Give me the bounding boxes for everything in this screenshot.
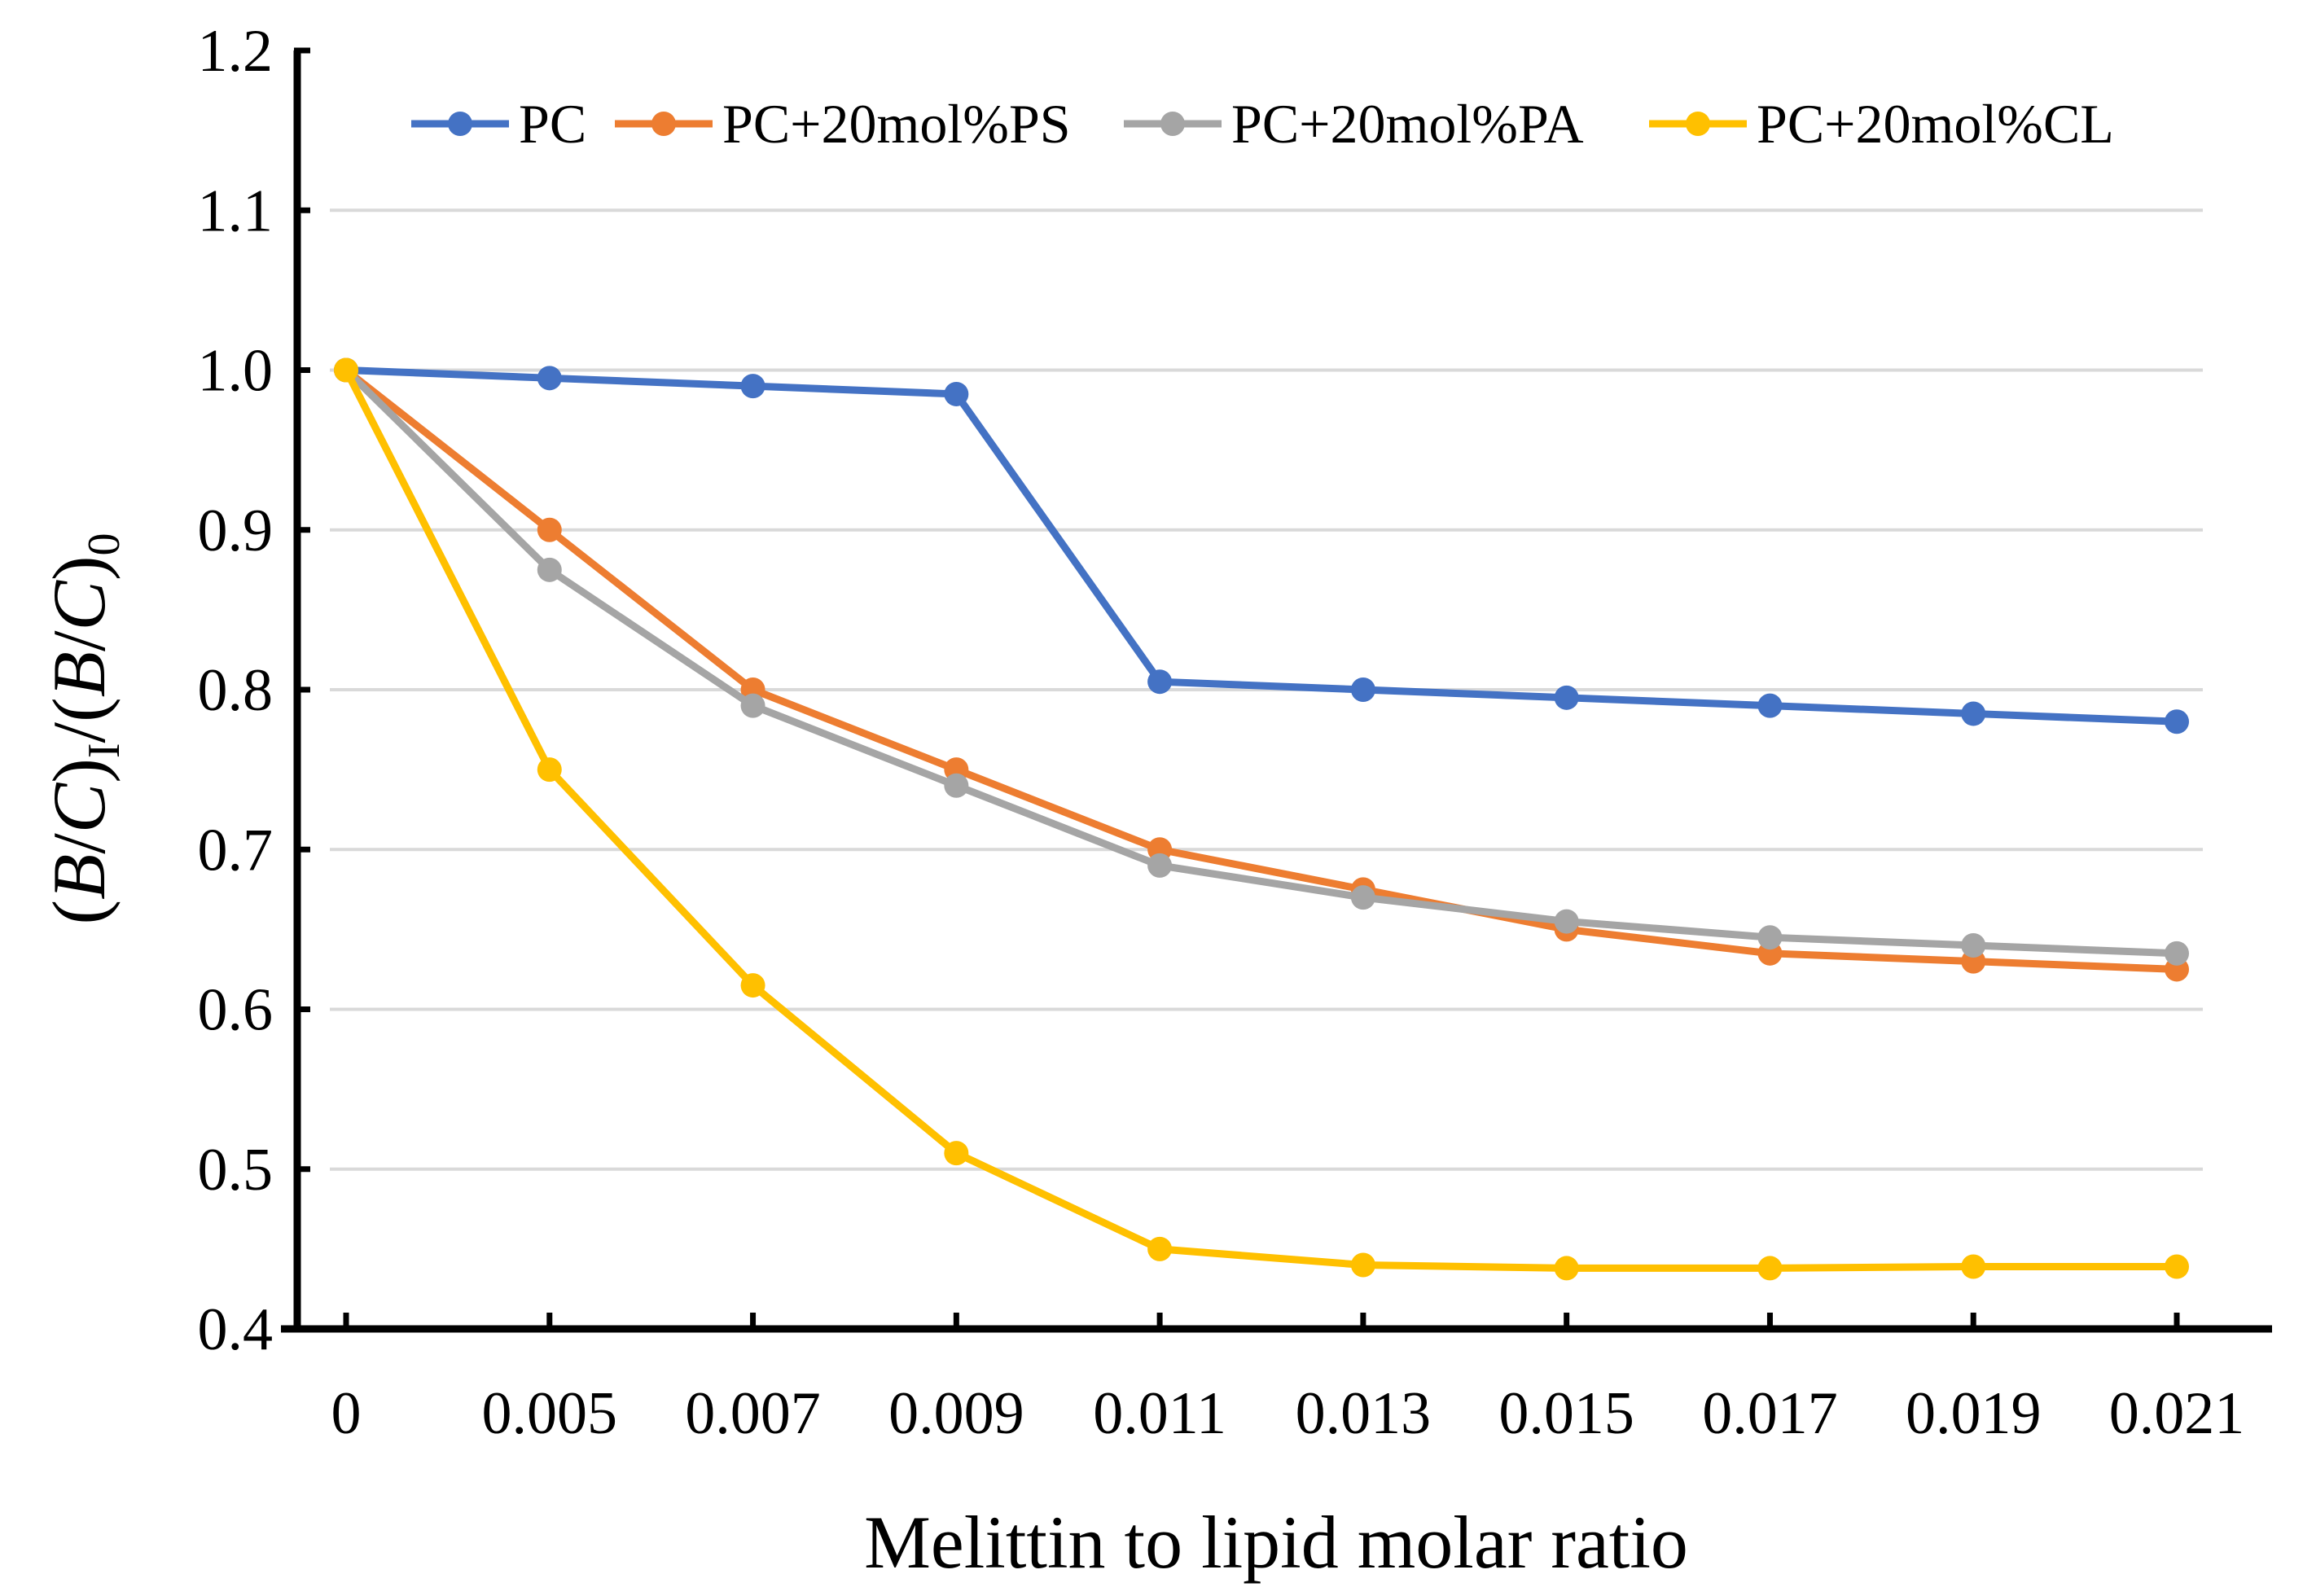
series-2	[334, 357, 2189, 982]
y-title-slash1: /	[37, 833, 121, 854]
y-tick-label: 1.0	[198, 338, 274, 405]
data-point	[740, 973, 765, 998]
y-tick-label: 0.8	[198, 657, 274, 724]
x-tick-label: 0.015	[1498, 1380, 1634, 1447]
data-point	[1147, 1236, 1173, 1261]
data-point	[1961, 1254, 1986, 1279]
y-title-close2: )	[37, 555, 121, 581]
y-title-slash2: /	[37, 630, 121, 651]
legend-swatch-marker	[651, 112, 676, 136]
gridlines	[330, 208, 2203, 1171]
series	[334, 357, 2189, 1281]
data-point	[1757, 1256, 1783, 1281]
data-point	[334, 357, 358, 383]
y-tick-label: 0.4	[198, 1296, 274, 1363]
y-tick-labels: 0.4 0.5 0.6 0.7 0.8 0.9 1.0 1.1 1.2	[198, 18, 274, 1363]
data-point	[2165, 940, 2189, 966]
series-4	[334, 357, 2189, 1281]
legend-swatch-marker	[448, 112, 472, 136]
x-tick-labels: 0 0.005 0.007 0.009 0.011 0.013 0.015 0.017 0.01…	[331, 1380, 2245, 1447]
legend-item: PC+20mol%PS	[615, 93, 1071, 155]
legend-label: PC+20mol%PS	[722, 93, 1071, 155]
data-point	[1350, 1252, 1375, 1278]
x-tick-label: 0.021	[2109, 1380, 2245, 1447]
y-tick-label: 0.9	[198, 498, 274, 564]
y-title-c2: C	[37, 579, 121, 630]
series-line	[342, 366, 2181, 958]
legend-item: PC	[411, 93, 586, 155]
x-tick-label: 0.017	[1702, 1380, 1838, 1447]
y-title-sub1: I	[79, 743, 129, 758]
series-3	[334, 357, 2189, 966]
legend-label: PC+20mol%CL	[1757, 93, 2114, 155]
series-line	[342, 366, 2181, 1272]
legend-swatch-marker	[1686, 112, 1710, 136]
series-1	[334, 357, 2189, 734]
y-title-open: (	[37, 900, 121, 925]
data-point	[740, 693, 765, 718]
y-tick-label: 1.1	[198, 178, 274, 244]
x-tick-label: 0.009	[888, 1380, 1024, 1447]
y-tick-label: 0.6	[198, 977, 274, 1044]
data-point	[1554, 909, 1579, 934]
data-point	[1554, 685, 1579, 710]
x-tick-label: 0.011	[1093, 1380, 1226, 1447]
series-line	[342, 366, 2181, 726]
data-point	[1147, 669, 1173, 695]
legend: PC PC+20mol%PS PC+20mol%PA PC+20mol%CL	[411, 93, 2114, 155]
y-axis-title: (B/C)I/(B/C)0	[37, 533, 129, 924]
y-title-b1: B	[37, 854, 121, 900]
legend-swatch-marker	[1160, 112, 1185, 136]
x-tick-label: 0.007	[685, 1380, 821, 1447]
x-tick-label: 0.013	[1296, 1380, 1432, 1447]
legend-item: PC+20mol%CL	[1649, 93, 2114, 155]
data-point	[1961, 701, 1986, 726]
x-tick-label: 0.019	[1906, 1380, 2042, 1447]
y-tick-label: 1.2	[198, 18, 274, 85]
legend-label: PC+20mol%PA	[1231, 93, 1584, 155]
data-point	[1350, 677, 1375, 702]
data-point	[1961, 933, 1986, 958]
data-point	[2165, 709, 2189, 734]
data-point	[1757, 693, 1783, 718]
y-title-sub2: 0	[79, 533, 129, 555]
y-title-mid: /(	[37, 697, 121, 743]
data-point	[944, 381, 969, 406]
data-point	[537, 366, 562, 391]
y-title-close1: )	[37, 758, 121, 783]
x-tick-label: 0	[331, 1380, 362, 1447]
data-point	[537, 757, 562, 783]
data-point	[537, 557, 562, 582]
y-tick-label: 0.7	[198, 817, 274, 884]
legend-item: PC+20mol%PA	[1124, 93, 1584, 155]
y-tick-label: 0.5	[198, 1137, 274, 1204]
data-point	[2165, 1254, 2189, 1279]
data-point	[1554, 1256, 1579, 1281]
data-point	[944, 773, 969, 798]
data-point	[1147, 853, 1173, 878]
data-point	[1757, 925, 1783, 950]
data-point	[944, 1141, 969, 1166]
y-title-c1: C	[37, 782, 121, 833]
series-line	[342, 366, 2181, 973]
legend-label: PC	[519, 93, 586, 155]
data-point	[1350, 885, 1375, 910]
x-tick-label: 0.005	[482, 1380, 618, 1447]
x-axis-title: Melittin to lipid molar ratio	[864, 1501, 1688, 1584]
data-point	[537, 517, 562, 542]
axes	[281, 47, 2272, 1333]
data-point	[740, 374, 765, 399]
y-title-b2: B	[37, 651, 121, 697]
